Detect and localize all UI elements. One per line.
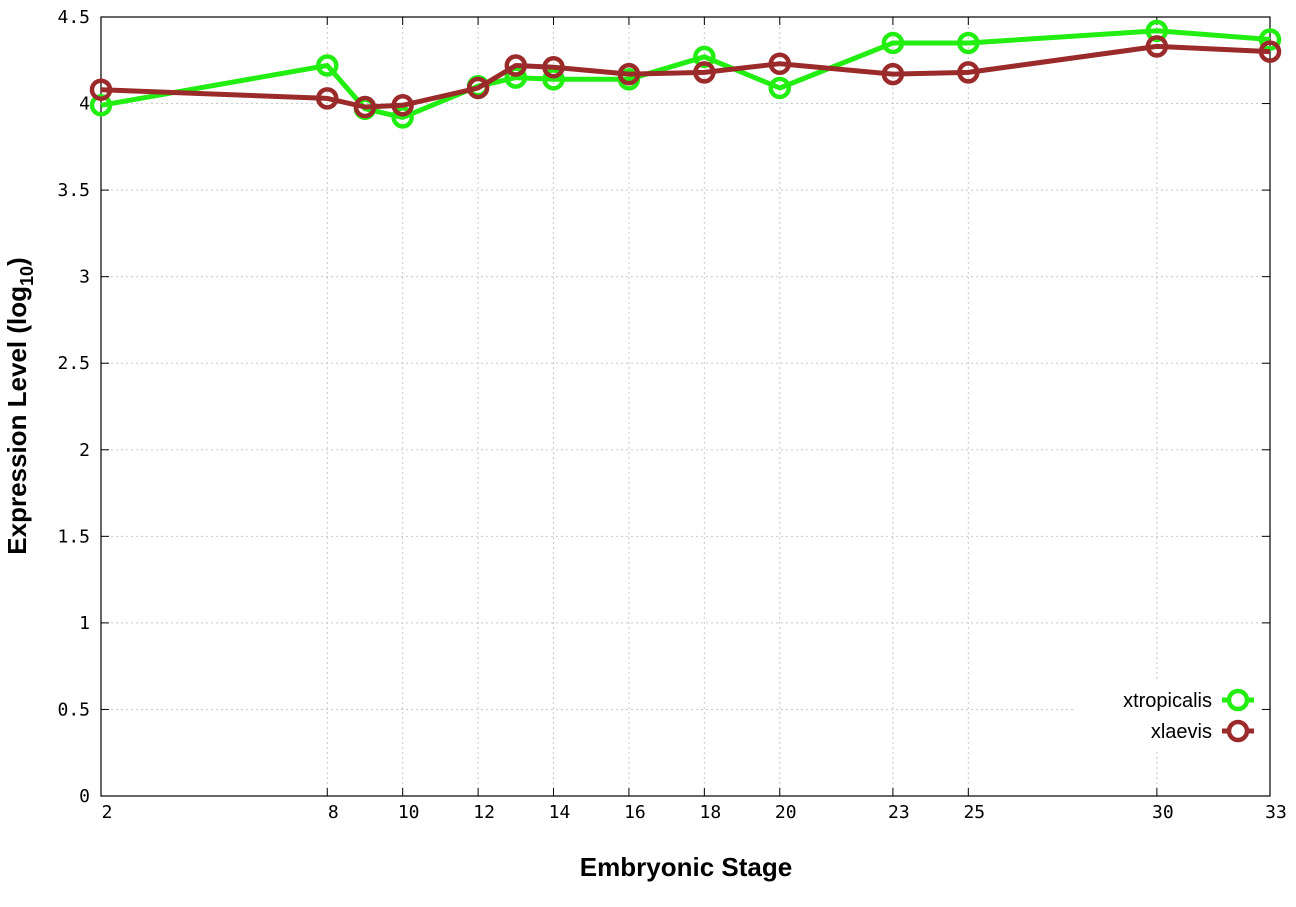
x-tick-label: 12 (473, 802, 495, 823)
x-tick-label: 18 (700, 802, 722, 823)
y-tick-label: 2.5 (57, 353, 90, 374)
data-point-xlaevis (391, 94, 414, 117)
data-point-xlaevis (353, 95, 377, 119)
axis-ticks: 0 0.5 1 1.5 2 2.5 3 3.5 4 4.5 2 8 10 12 14 16 18 20 23 25 30… (57, 7, 1286, 823)
data-point-xtropicalis (504, 66, 528, 89)
grid-lines (101, 17, 1270, 796)
legend-swatch-marker (1226, 719, 1250, 743)
legend-background (1075, 680, 1260, 752)
x-axis-title: Embryonic Stage (580, 852, 792, 882)
x-tick-label: 33 (1265, 802, 1287, 823)
x-tick-label: 14 (549, 802, 571, 823)
legend-label: xlaevis (1151, 721, 1212, 743)
x-tick-label: 8 (328, 802, 339, 823)
data-point-xtropicalis (316, 54, 339, 77)
data-point-xlaevis (768, 52, 792, 75)
x-tick-label: 2 (102, 802, 113, 823)
data-point-xtropicalis (881, 31, 905, 55)
x-tick-label: 10 (398, 802, 420, 823)
legend-label: xtropicalis (1123, 690, 1212, 712)
series-layer (89, 19, 1282, 129)
data-point-xlaevis (466, 76, 490, 100)
x-tick-label: 23 (888, 802, 910, 823)
x-tick-label: 30 (1152, 802, 1174, 823)
data-point-xlaevis (89, 78, 113, 101)
data-point-xlaevis (693, 61, 716, 84)
x-tick-label: 25 (963, 802, 985, 823)
series-xlaevis (89, 35, 1282, 119)
legend: xtropicalis xlaevis (1075, 680, 1260, 752)
legend-swatch-marker (1226, 688, 1250, 712)
data-point-xtropicalis (391, 106, 414, 129)
x-tick-label: 20 (775, 802, 797, 823)
data-point-xtropicalis (542, 68, 565, 91)
data-point-xlaevis (504, 54, 528, 77)
data-point-xtropicalis (693, 45, 716, 69)
x-tick-label: 16 (624, 802, 646, 823)
legend-entry-xlaevis: xlaevis (1151, 719, 1254, 743)
data-point-xtropicalis (1145, 19, 1169, 43)
data-point-xlaevis (881, 62, 905, 86)
data-point-xlaevis (1258, 40, 1282, 63)
y-tick-label: 3.5 (57, 180, 90, 201)
data-point-xtropicalis (1258, 28, 1282, 51)
data-point-xlaevis (1145, 35, 1169, 58)
y-tick-label: 0 (79, 786, 90, 807)
data-point-xtropicalis (768, 76, 792, 100)
y-tick-label: 1 (79, 613, 90, 634)
y-axis-title-main: Expression Level (log (2, 286, 32, 555)
y-tick-label: 4 (79, 94, 90, 115)
legend-entry-xtropicalis: xtropicalis (1123, 688, 1254, 712)
plot-frame (100, 16, 1271, 797)
data-point-xlaevis (316, 87, 339, 110)
data-point-xlaevis (617, 62, 641, 86)
y-tick-label: 2 (79, 440, 90, 461)
y-tick-label: 0.5 (57, 699, 90, 720)
y-axis-title-close: ) (2, 257, 32, 266)
y-axis-title-subscript: 10 (17, 266, 37, 286)
data-point-xtropicalis (957, 31, 980, 55)
y-tick-label: 1.5 (57, 526, 90, 547)
y-tick-label: 3 (79, 267, 90, 288)
data-point-xlaevis (957, 61, 980, 84)
data-point-xlaevis (542, 55, 565, 79)
data-point-xtropicalis (89, 94, 113, 117)
y-axis-title: Expression Level (log10) (2, 257, 37, 554)
y-tick-label: 4.5 (57, 7, 90, 28)
series-line-xlaevis (100, 43, 1271, 110)
